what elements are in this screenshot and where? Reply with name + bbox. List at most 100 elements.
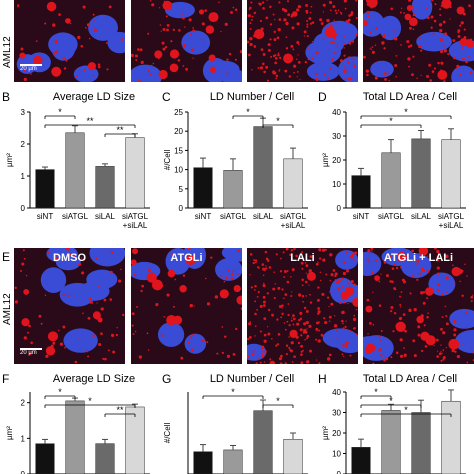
lipid-droplet — [408, 308, 412, 313]
lipid-droplet — [253, 259, 256, 262]
lipid-droplet — [285, 248, 289, 251]
lipid-droplet — [263, 339, 267, 343]
lipid-droplet — [240, 307, 242, 310]
lipid-droplet — [254, 284, 257, 288]
lipid-droplet — [322, 258, 326, 262]
lipid-droplet — [336, 280, 340, 284]
lipid-droplet — [291, 11, 298, 17]
lipid-droplet — [403, 353, 407, 357]
lipid-droplet — [383, 34, 386, 36]
lipid-droplet — [254, 312, 257, 316]
lipid-droplet — [236, 272, 239, 275]
lipid-droplet — [355, 308, 358, 311]
lipid-droplet — [189, 336, 193, 339]
lipid-droplet — [427, 312, 429, 314]
lipid-droplet — [451, 348, 455, 353]
lipid-droplet — [162, 28, 166, 31]
lipid-droplet — [247, 322, 252, 326]
y-axis-label: #/Cell — [163, 150, 172, 171]
lipid-droplet — [193, 305, 195, 307]
lipid-droplet — [426, 297, 429, 300]
lipid-droplet — [133, 273, 137, 277]
lipid-droplet — [403, 347, 405, 349]
lipid-droplet — [459, 24, 462, 27]
lipid-droplet — [271, 337, 273, 340]
lipid-droplet — [417, 325, 421, 329]
significance-label: * — [404, 107, 408, 117]
lipid-droplet — [445, 254, 449, 259]
lipid-droplet — [182, 65, 185, 67]
lipid-droplet — [461, 57, 465, 61]
lipid-droplet — [390, 7, 394, 10]
lipid-droplet — [341, 319, 344, 323]
lipid-droplet — [272, 287, 276, 291]
lipid-droplet — [87, 316, 91, 320]
lipid-droplet — [411, 274, 415, 277]
y-tick-label: 3 — [21, 108, 26, 117]
bar — [351, 447, 371, 474]
lipid-droplet — [378, 280, 381, 283]
lipid-droplet — [400, 291, 403, 293]
lipid-droplet — [278, 70, 280, 72]
lipid-droplet — [266, 292, 269, 295]
lipid-droplet — [262, 284, 266, 288]
lipid-droplet — [426, 74, 430, 78]
x-tick-label: siATGL — [280, 212, 307, 221]
nucleus — [107, 31, 125, 54]
lipid-droplet — [394, 64, 398, 68]
lipid-droplet — [165, 15, 168, 18]
lipid-droplet — [285, 344, 289, 347]
lipid-droplet — [170, 40, 173, 43]
lipid-droplet — [390, 356, 393, 359]
lipid-droplet — [315, 321, 319, 325]
micrograph-dmso: DMSO 20 µm — [14, 248, 125, 364]
lipid-droplet — [436, 266, 440, 270]
chart-title: LD Number / Cell — [210, 373, 294, 385]
lipid-droplet — [265, 267, 268, 270]
lipid-droplet — [251, 15, 254, 18]
micrograph-atgli-lali: ATGLi + LALi — [363, 248, 474, 364]
row2-cell-line-label: AML12 — [2, 293, 13, 325]
lipid-droplet — [404, 13, 412, 21]
lipid-droplet — [317, 261, 319, 263]
lipid-droplet — [278, 18, 282, 21]
lipid-droplet — [161, 41, 165, 45]
lipid-droplet — [289, 253, 292, 257]
lipid-droplet — [339, 59, 343, 63]
lipid-droplet — [262, 295, 266, 299]
lipid-droplet — [257, 290, 260, 294]
lipid-droplet — [347, 21, 349, 24]
lipid-droplet — [336, 338, 339, 340]
lipid-droplet — [188, 18, 192, 22]
lipid-droplet — [424, 345, 428, 348]
lipid-droplet — [425, 8, 428, 10]
lipid-droplet — [257, 358, 260, 361]
scale-bar-row1: 20 µm — [20, 64, 42, 72]
lipid-droplet — [323, 73, 326, 76]
lipid-droplet — [404, 329, 407, 333]
lipid-droplet — [374, 76, 378, 80]
lipid-droplet — [263, 70, 267, 74]
lipid-droplet — [303, 328, 307, 332]
lipid-droplet — [388, 255, 392, 259]
lipid-droplet — [268, 266, 272, 269]
lipid-droplet — [409, 26, 412, 30]
lipid-droplet — [378, 335, 381, 338]
lipid-droplet — [423, 324, 426, 327]
lipid-droplet — [179, 285, 187, 293]
lipid-droplet — [430, 26, 433, 29]
lipid-droplet — [21, 318, 30, 327]
micrograph-label-dmso: DMSO — [53, 252, 86, 264]
micrograph-row1-2 — [131, 0, 242, 82]
lipid-droplet — [328, 48, 331, 51]
y-axis-label: #/Cell — [163, 423, 172, 444]
bar — [193, 451, 213, 474]
lipid-droplet — [326, 18, 330, 23]
panel-letter-f: F — [2, 372, 10, 386]
lipid-droplet — [279, 270, 283, 273]
lipid-droplet — [426, 270, 430, 273]
lipid-droplet — [435, 338, 439, 342]
lipid-droplet — [147, 32, 150, 35]
lipid-droplet — [230, 277, 234, 281]
